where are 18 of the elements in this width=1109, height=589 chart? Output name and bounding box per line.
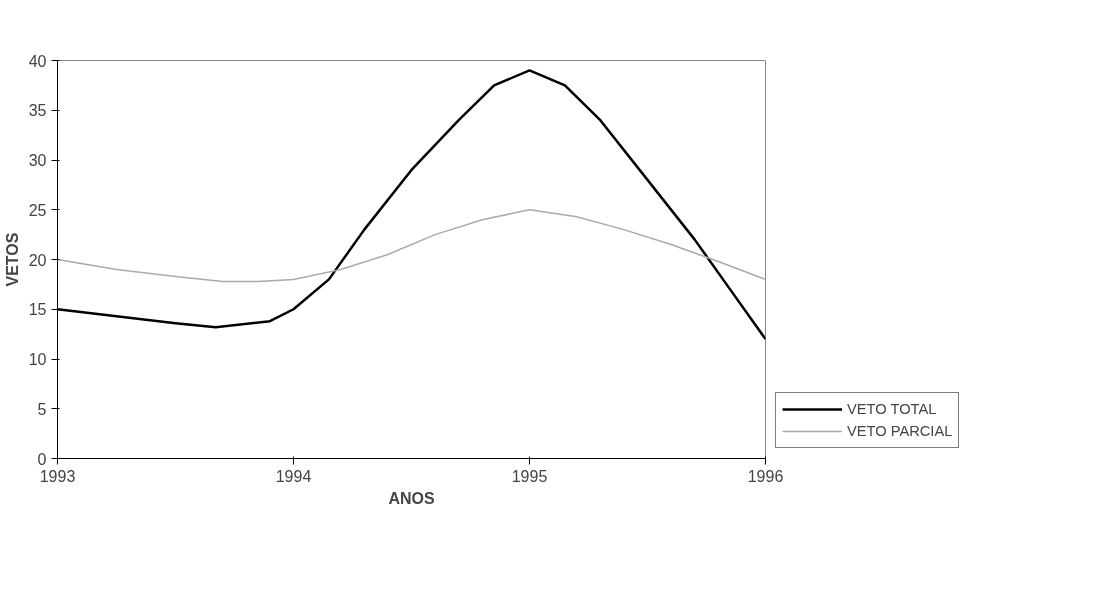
x-axis-title: ANOS (388, 489, 435, 507)
y-tick-label: 5 (37, 400, 47, 418)
y-tick-label: 15 (28, 301, 47, 319)
x-tick-label: 1995 (511, 467, 548, 485)
y-tick-label: 0 (37, 450, 47, 468)
y-tick-label: 40 (28, 52, 47, 70)
x-tick-label: 1993 (39, 467, 76, 485)
y-axis-title: VETOS (3, 232, 21, 287)
line-series (57, 209, 766, 283)
y-tick-label: 35 (28, 102, 47, 120)
y-tick-label: 20 (28, 251, 47, 269)
x-tick-label: 1994 (275, 467, 312, 485)
y-tick-label: 30 (28, 152, 47, 169)
legend-label: VETO TOTAL (847, 401, 937, 417)
x-tick-label: 1996 (747, 467, 784, 485)
y-tick-label: 10 (28, 351, 47, 368)
legend-label: VETO PARCIAL (847, 423, 953, 439)
y-tick-label: 25 (28, 201, 47, 219)
